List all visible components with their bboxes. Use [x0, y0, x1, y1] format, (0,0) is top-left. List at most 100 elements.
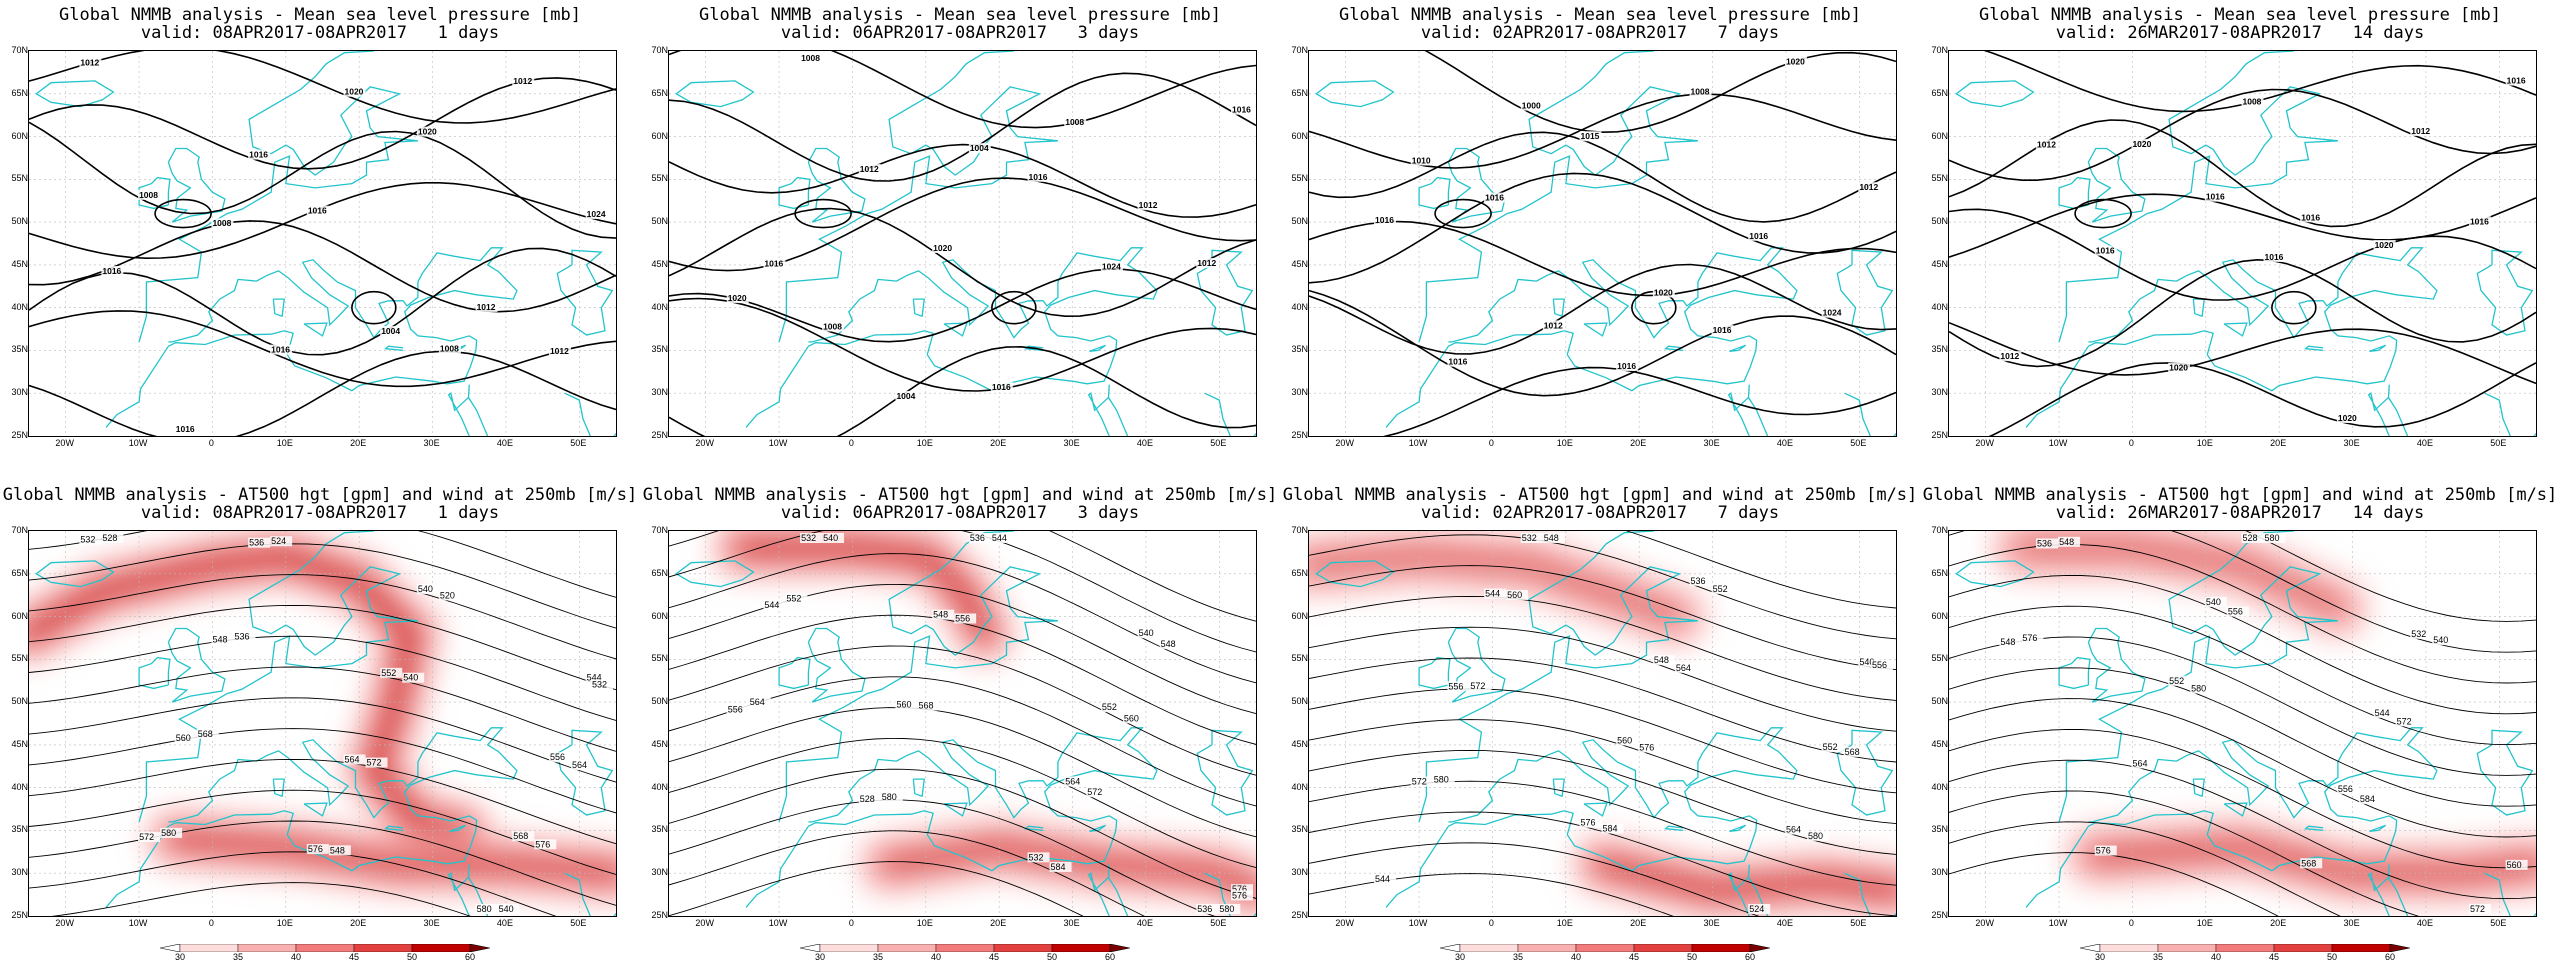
height-contour	[1309, 688, 1896, 794]
label-bg	[101, 533, 124, 543]
coastline	[2223, 322, 2248, 337]
coastline	[2058, 51, 2338, 343]
coastline	[2476, 249, 2534, 336]
lat-tick-label: 35N	[11, 824, 28, 835]
coastline	[1583, 802, 1608, 817]
lat-tick-label: 30N	[651, 387, 668, 398]
coastline	[1955, 560, 2035, 588]
contour-label: 556	[550, 752, 565, 762]
contour-label: 1004	[381, 326, 400, 336]
isobar	[29, 247, 616, 356]
hgt-panel-4: Global NMMB analysis - AT500 hgt [gpm] a…	[1920, 480, 2560, 960]
colorbar-label: 60	[1104, 952, 1116, 962]
wind-max	[1309, 553, 1680, 620]
contour-label: 572	[2470, 904, 2485, 914]
coastline	[1836, 249, 1894, 336]
lon-tick-label: 20E	[1630, 918, 1647, 928]
contour-label: 528	[102, 533, 117, 543]
contour-label: 1008	[139, 190, 158, 200]
label-bg	[2226, 606, 2249, 617]
mslp-panel-4: Global NMMB analysis - Mean sea level pr…	[1920, 0, 2560, 480]
label-bg	[1520, 100, 1543, 111]
contour-label: 1008	[212, 218, 231, 228]
lat-tick-label: 40N	[651, 781, 668, 792]
label-bg	[1137, 628, 1160, 639]
coastline	[807, 147, 866, 223]
height-contour	[669, 830, 1145, 916]
height-contour	[1309, 842, 1760, 916]
height-contour	[1949, 698, 2536, 838]
height-contour	[29, 574, 616, 660]
contour-label: 572	[1087, 787, 1102, 797]
height-contour	[2245, 531, 2536, 622]
contour-labels: 532 536 540 544 548 552 556 560 564 568 572 576 580 5…	[79, 533, 613, 914]
isobar	[1309, 172, 1896, 284]
contour-label: 576	[1232, 890, 1247, 900]
lat-tick-label: 35N	[651, 344, 668, 355]
coastlines	[1955, 531, 2536, 916]
contour-label: 1016	[271, 345, 290, 355]
map-svg: 532 536 540 544 548 552 556 560 564 572 576 524 544 5…	[1309, 531, 1896, 916]
contour-label: 1012	[1197, 258, 1216, 268]
contour-label: 1016	[1617, 361, 1636, 371]
lat-tick-label: 60N	[1931, 610, 1948, 621]
coastline	[912, 778, 926, 798]
label-bg	[990, 382, 1013, 393]
contour-label: 568	[2301, 858, 2316, 868]
lon-tick-label: 0	[1488, 918, 1494, 928]
lat-tick-label: 45N	[1931, 738, 1948, 749]
lat-tick-label: 70N	[1291, 45, 1308, 55]
contour-label: 556	[2338, 784, 2353, 794]
label-bg	[438, 343, 461, 354]
label-bg	[1374, 874, 1397, 885]
label-bg	[2036, 139, 2059, 150]
panel-title: Global NMMB analysis - AT500 hgt [gpm] a…	[1922, 485, 2558, 505]
height-contour	[29, 635, 616, 721]
contour-label: 1016	[2265, 252, 2284, 262]
label-bg	[1616, 735, 1639, 746]
label-bg	[1652, 287, 1675, 298]
coastline	[447, 864, 470, 916]
colorbar-label: 60	[1744, 952, 1756, 962]
label-bg	[402, 672, 425, 683]
label-bg	[1410, 776, 1433, 787]
label-bg	[895, 699, 918, 710]
colorbar-swatch	[1459, 944, 1519, 952]
contour-label: 548	[1161, 639, 1176, 649]
label-bg	[1806, 830, 1829, 841]
lon-tick-label: 10E	[2196, 438, 2213, 448]
lat-tick-label: 35N	[1291, 824, 1308, 835]
contour-label: 584	[2360, 794, 2375, 804]
coastline	[943, 322, 968, 337]
colorbar-label: 30	[174, 952, 186, 962]
lon-tick-label: 30E	[2343, 918, 2360, 928]
lon-tick-label: 10W	[768, 918, 788, 928]
label-bg	[2241, 533, 2264, 543]
height-contour	[669, 737, 1256, 869]
lat-tick-label: 40N	[1931, 781, 1948, 792]
label-bg	[438, 590, 461, 601]
contour-label: 1010	[1412, 155, 1431, 165]
colorbar-label: 45	[1628, 952, 1640, 962]
contour-label: 1012	[2037, 140, 2056, 150]
label-bg	[1086, 787, 1109, 798]
label-bg	[1218, 904, 1241, 914]
lon-tick-label: 10E	[1556, 438, 1573, 448]
coastline	[1844, 872, 1896, 916]
contour-label: 548	[933, 610, 948, 620]
label-bg	[1122, 713, 1145, 724]
contour-label: 560	[2507, 860, 2522, 870]
label-bg	[1858, 182, 1881, 193]
height-contour	[1949, 790, 2420, 916]
graticule	[1309, 531, 1896, 916]
label-bg	[1064, 116, 1087, 127]
lat-tick-label: 65N	[1291, 87, 1308, 98]
colorbar-label: 45	[348, 952, 360, 962]
coastline	[1447, 627, 1506, 703]
mslp-panel-2: Global NMMB analysis - Mean sea level pr…	[640, 0, 1280, 480]
contour-label: 1020	[2375, 240, 2394, 250]
label-bg	[1447, 681, 1470, 692]
lat-tick-label: 65N	[1291, 567, 1308, 578]
isobar	[1949, 258, 2536, 368]
contour-labels: 1012 1016 1020 1024 1008 1004 1012 1016 1020 1012…	[79, 57, 608, 434]
